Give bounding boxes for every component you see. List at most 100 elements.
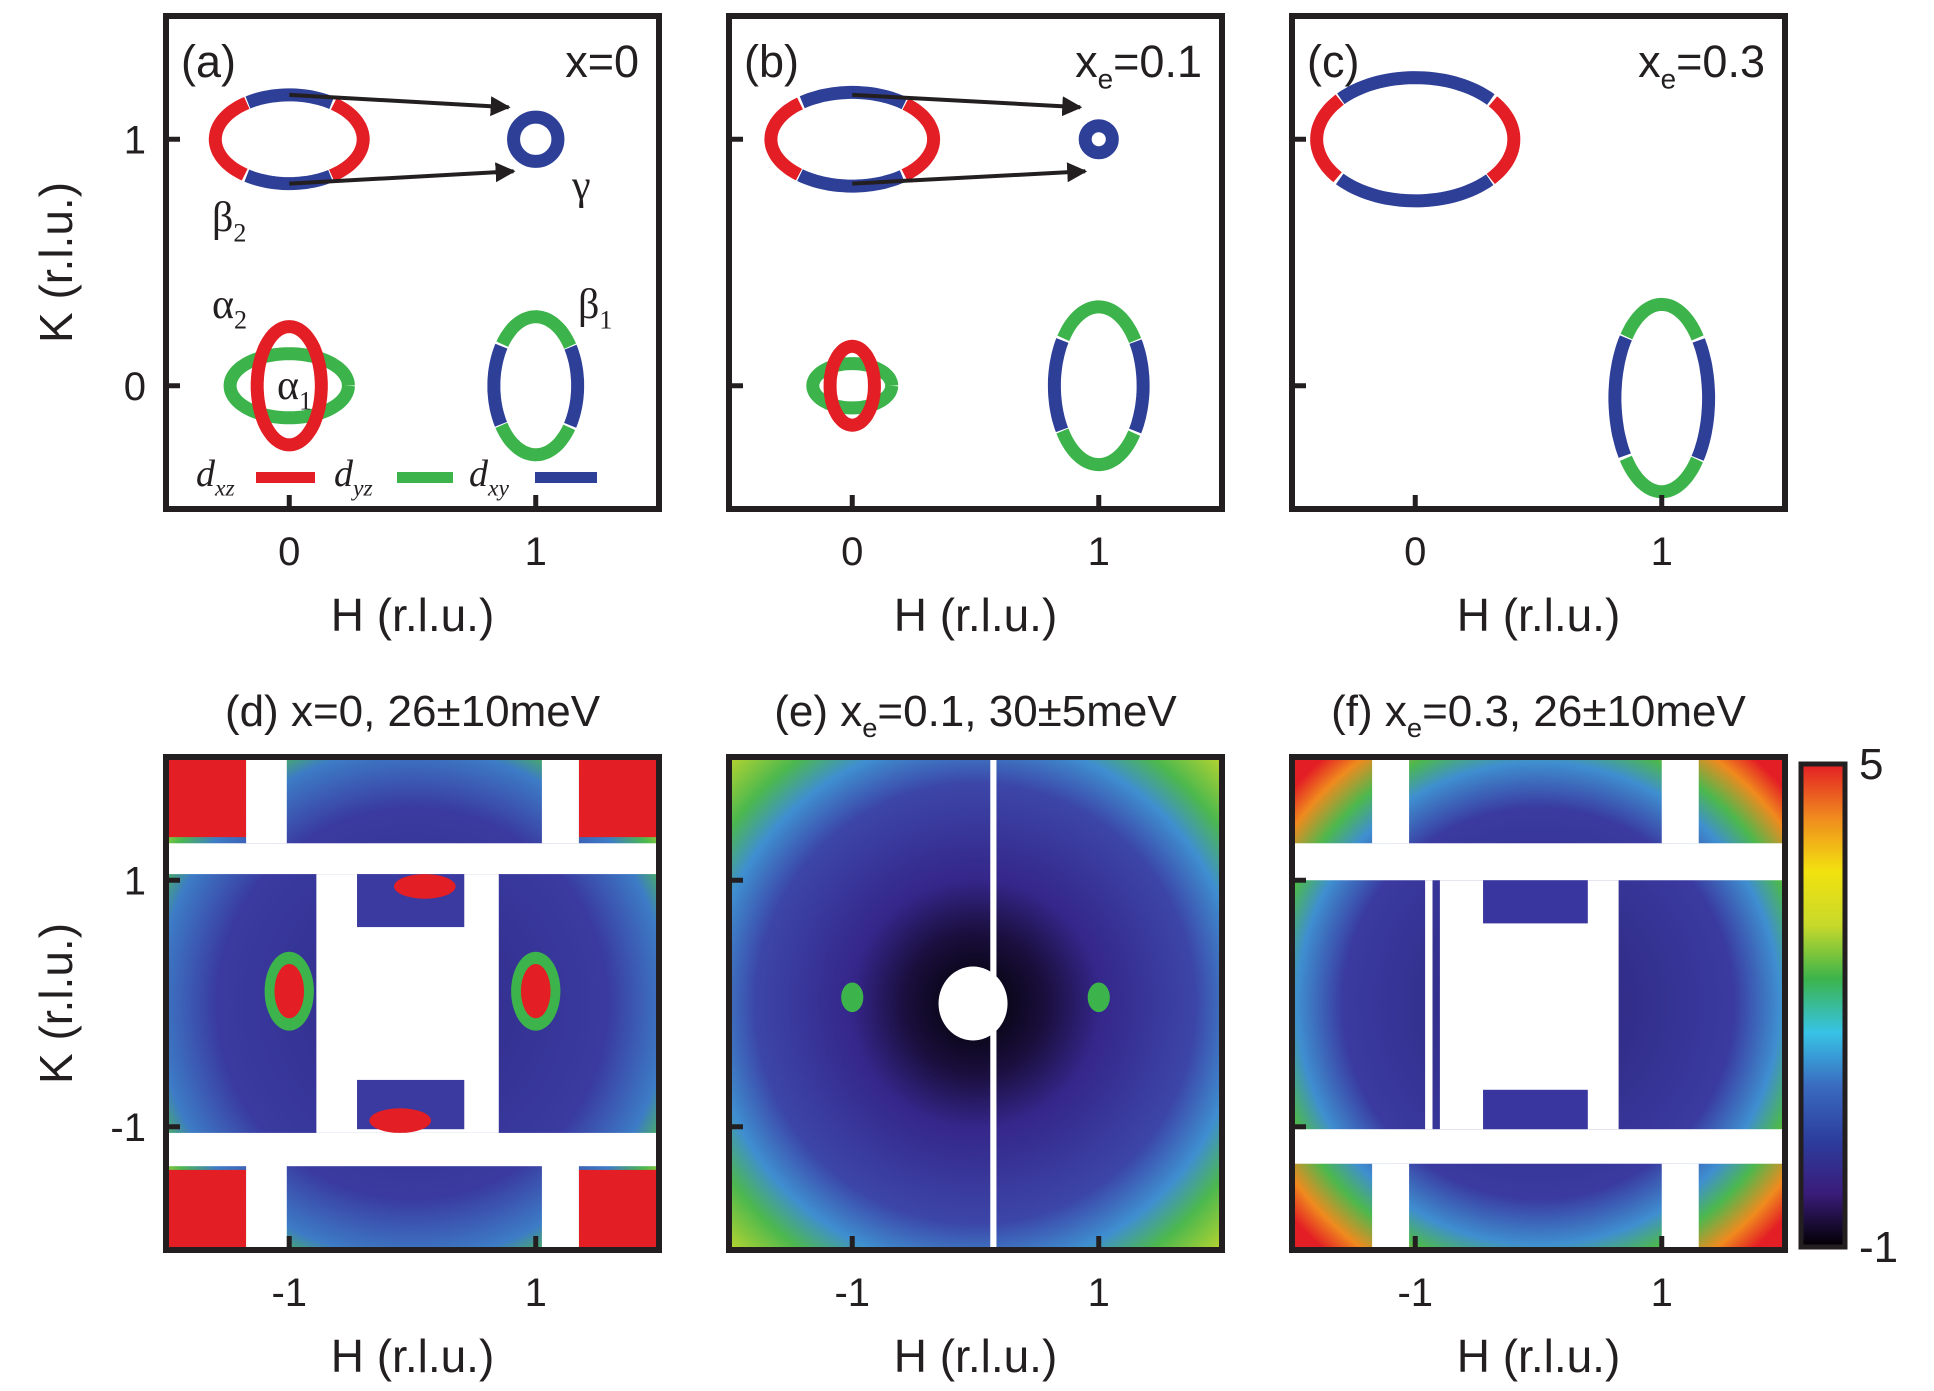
x-tick-label: -1	[271, 1271, 307, 1315]
panel	[729, 16, 1222, 509]
panel-annotation: x=0	[565, 36, 639, 87]
text-part: xy	[487, 476, 509, 502]
legend-swatch	[256, 472, 315, 483]
band-label: β1	[578, 282, 612, 335]
fermi-arc	[1056, 428, 1141, 472]
panel-title: (d) x=0, 26±10meV	[225, 687, 601, 736]
legend-swatch	[535, 472, 597, 483]
x-tick-label: 0	[841, 530, 863, 574]
y-axis-label: K (r.l.u.)	[30, 182, 82, 343]
text-part: e	[1661, 63, 1677, 94]
text-part: α	[212, 282, 234, 328]
plot-frame	[726, 754, 1225, 1253]
map-spot	[394, 874, 456, 899]
fermi-arc	[1691, 338, 1716, 461]
fermi-arc	[250, 320, 328, 452]
fermi-arc	[496, 310, 577, 349]
text-part: d	[334, 453, 354, 495]
map-region	[578, 757, 659, 838]
fermi-arc	[1337, 71, 1495, 105]
mask	[541, 757, 579, 844]
map-region	[578, 1169, 659, 1250]
map-spot	[841, 982, 864, 1013]
panel	[166, 757, 659, 1250]
plot-frame	[163, 754, 662, 1253]
text-part: d	[196, 453, 216, 495]
fermi-arc	[1619, 455, 1703, 499]
y-tick-label: 1	[124, 859, 146, 903]
mask	[1661, 757, 1699, 844]
plot-area	[729, 16, 1222, 509]
x-tick-label: 0	[278, 530, 300, 574]
panel-title: (f) xe=0.3, 26±10meV	[1331, 687, 1746, 743]
x-axis-label: H (r.l.u.)	[331, 589, 495, 641]
legend-label: dxz	[196, 453, 235, 502]
mask	[166, 1132, 659, 1167]
panel-annotation: xe=0.1	[1075, 36, 1202, 94]
text-part: d	[469, 453, 489, 495]
text-part: β	[212, 195, 233, 241]
x-tick-label: 1	[525, 1271, 547, 1315]
panel	[1292, 757, 1785, 1250]
legend-swatch	[397, 472, 453, 483]
map-region	[1483, 880, 1588, 924]
text-part: α	[277, 363, 299, 409]
y-tick-label: -1	[110, 1106, 146, 1150]
panel-label: (c)	[1307, 36, 1359, 87]
x-tick-label: 1	[525, 530, 547, 574]
mask	[938, 966, 1008, 1041]
text-part: β	[578, 282, 599, 328]
fermi-pocket	[507, 110, 565, 168]
x-axis-label: H (r.l.u.)	[1457, 589, 1621, 641]
text-part: =0.3	[1676, 36, 1765, 87]
x-tick-label: -1	[1397, 1271, 1433, 1315]
y-tick-label: 0	[124, 365, 146, 409]
text-part: (e) x	[774, 687, 862, 736]
fermi-arc	[1057, 300, 1142, 344]
panel	[166, 16, 659, 509]
colorbar-tick-label: 5	[1859, 740, 1883, 789]
text-part: 1	[599, 306, 612, 335]
band-label: α2	[212, 282, 247, 335]
plot-frame	[163, 13, 662, 512]
text-part: γ	[571, 163, 591, 209]
fermi-arc	[823, 339, 881, 432]
fermi-arc	[487, 343, 508, 427]
x-tick-label: 1	[1088, 530, 1110, 574]
mask	[246, 757, 287, 844]
nesting-arrow	[289, 162, 516, 186]
panel-title: (e) xe=0.1, 30±5meV	[774, 687, 1177, 743]
fermi-arc	[1310, 94, 1344, 183]
nesting-arrow	[852, 162, 1088, 186]
map-region	[166, 757, 247, 838]
x-tick-label: 1	[1651, 530, 1673, 574]
text-part: 2	[234, 306, 247, 335]
text-part: =0.1, 30±5meV	[877, 687, 1177, 736]
mask	[1661, 1163, 1699, 1250]
text-part: =0.1	[1113, 36, 1202, 87]
nesting-arrow	[289, 92, 511, 117]
mask	[1292, 1129, 1785, 1164]
fermi-arc	[495, 422, 576, 462]
text-part: 1	[299, 387, 312, 416]
text-part: e	[862, 712, 877, 743]
mask	[1292, 843, 1785, 881]
map-spot	[369, 1108, 431, 1133]
x-axis-label: H (r.l.u.)	[1457, 1330, 1621, 1382]
fermi-arc	[901, 98, 941, 181]
map-spot	[274, 964, 305, 1019]
fermi-arc	[1608, 335, 1632, 458]
panel	[729, 757, 1222, 1250]
fermi-arc	[1335, 173, 1494, 208]
mask	[1425, 880, 1433, 1130]
plot-frame	[1289, 754, 1788, 1253]
panel-annotation: xe=0.3	[1638, 36, 1765, 94]
panel-label: (a)	[181, 36, 236, 87]
map-spot	[520, 964, 551, 1019]
panel	[1292, 16, 1785, 509]
y-tick-label: 1	[124, 118, 146, 162]
text-part: =0.3, 26±10meV	[1422, 687, 1746, 736]
fermi-arc	[1129, 339, 1150, 434]
colorbar	[1798, 761, 1848, 1250]
mask	[541, 1163, 579, 1250]
